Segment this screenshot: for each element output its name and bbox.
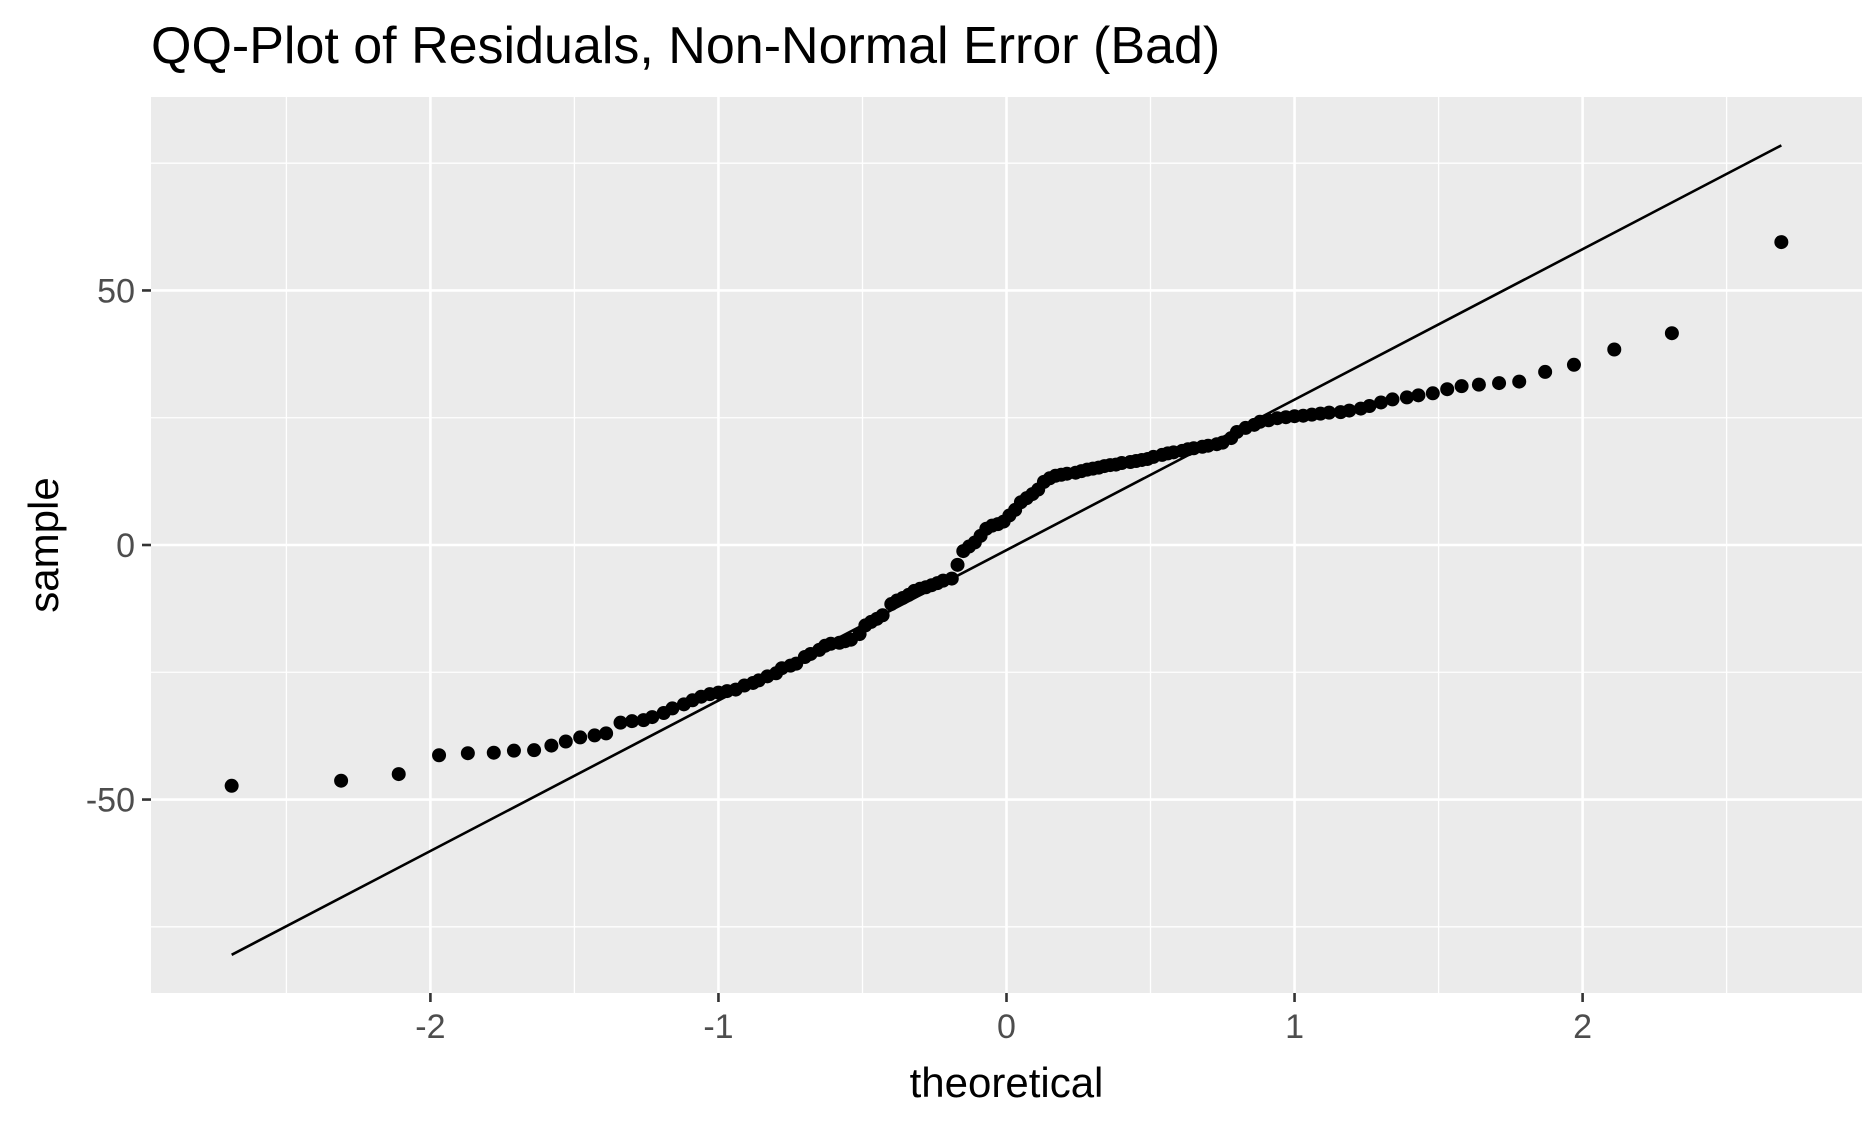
data-point — [1322, 405, 1337, 420]
data-point — [1512, 374, 1527, 389]
data-point — [527, 743, 542, 758]
data-point — [573, 730, 588, 745]
y-tick-label: -50 — [86, 782, 135, 820]
y-tick-label: 0 — [116, 527, 135, 565]
data-point — [1538, 364, 1553, 379]
data-point — [625, 714, 640, 729]
data-point — [391, 767, 406, 782]
data-point — [1566, 357, 1581, 372]
data-point — [558, 734, 573, 749]
x-tick-label: 2 — [1573, 1008, 1592, 1046]
reference-line — [231, 144, 1782, 956]
data-point — [1440, 382, 1455, 397]
data-point — [1607, 342, 1622, 357]
data-point — [334, 773, 349, 788]
x-tick-label: 1 — [1285, 1008, 1304, 1046]
data-point — [1425, 386, 1440, 401]
data-point — [460, 746, 475, 761]
data-point — [875, 608, 890, 623]
data-point — [1373, 395, 1388, 410]
y-axis-ticks: -50 0 50 — [86, 272, 151, 820]
data-point — [544, 738, 559, 753]
y-tick-label: 50 — [97, 272, 135, 310]
x-tick-label: -2 — [415, 1008, 445, 1046]
data-point — [944, 571, 959, 586]
data-point — [1385, 392, 1400, 407]
data-point — [1399, 390, 1414, 405]
chart-title: QQ-Plot of Residuals, Non-Normal Error (… — [151, 17, 1220, 75]
data-point — [1411, 388, 1426, 403]
data-point — [950, 557, 965, 572]
data-point — [1471, 377, 1486, 392]
data-point — [1342, 403, 1357, 418]
data-point — [645, 710, 660, 725]
data-point — [1774, 235, 1789, 250]
x-tick-label: 0 — [997, 1008, 1016, 1046]
y-axis-title: sample — [20, 477, 67, 612]
x-axis-ticks: -2 -1 0 1 2 — [415, 993, 1592, 1046]
data-point — [587, 728, 602, 743]
data-point — [1362, 399, 1377, 414]
data-points — [224, 235, 1789, 793]
x-tick-label: -1 — [703, 1008, 733, 1046]
data-point — [224, 778, 239, 793]
data-point — [432, 748, 447, 763]
data-point — [613, 715, 628, 730]
data-point — [506, 743, 521, 758]
data-point — [1664, 326, 1679, 341]
data-point — [1492, 376, 1507, 391]
data-point — [486, 745, 501, 760]
data-point — [599, 726, 614, 741]
reference-line-group — [231, 144, 1782, 956]
major-gridlines — [151, 97, 1862, 993]
data-point — [665, 701, 680, 716]
data-point — [1454, 379, 1469, 394]
x-axis-title: theoretical — [910, 1059, 1104, 1106]
